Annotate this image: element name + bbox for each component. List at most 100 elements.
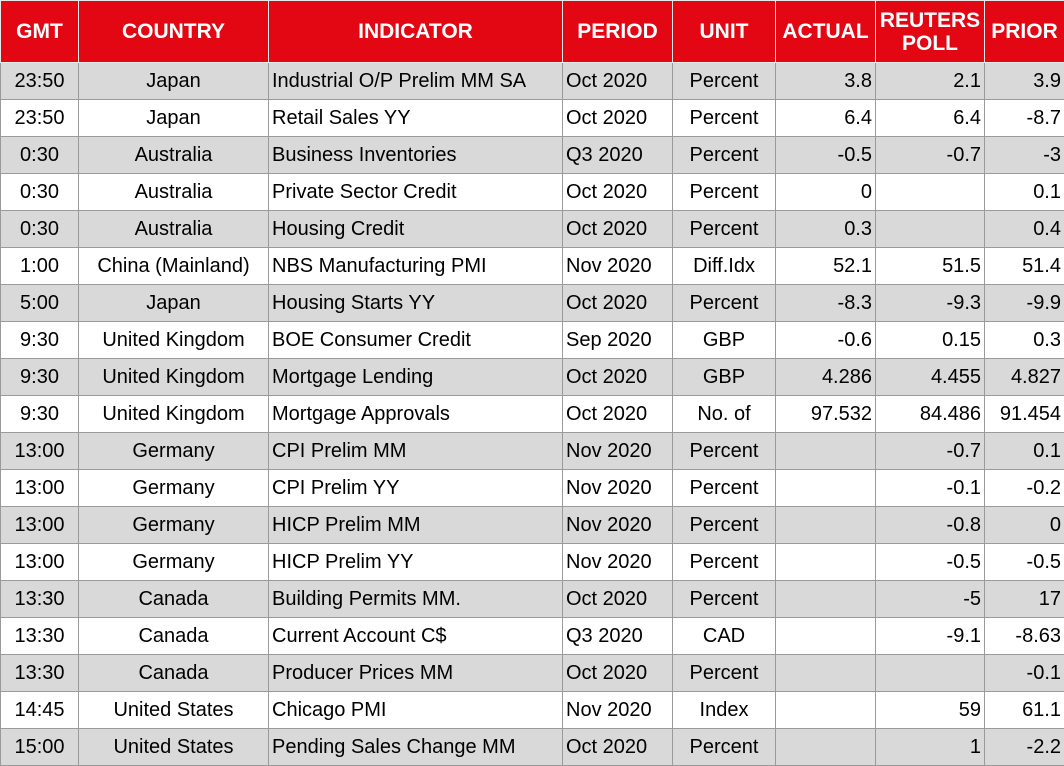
table-cell: Percent xyxy=(673,100,776,137)
table-cell: -0.6 xyxy=(776,322,876,359)
table-cell: GBP xyxy=(673,322,776,359)
table-cell: Sep 2020 xyxy=(563,322,673,359)
table-cell: -8.3 xyxy=(776,285,876,322)
table-cell: Current Account C$ xyxy=(269,618,563,655)
table-cell: 3.9 xyxy=(985,63,1064,100)
table-cell: -5 xyxy=(876,581,985,618)
column-header: UNIT xyxy=(673,1,776,63)
table-cell: Germany xyxy=(79,470,269,507)
table-cell: Australia xyxy=(79,137,269,174)
table-cell: 3.8 xyxy=(776,63,876,100)
table-cell: 0:30 xyxy=(1,174,79,211)
table-cell: Canada xyxy=(79,618,269,655)
table-cell xyxy=(776,729,876,766)
table-cell: 14:45 xyxy=(1,692,79,729)
column-header: COUNTRY xyxy=(79,1,269,63)
table-cell xyxy=(776,544,876,581)
table-cell: 9:30 xyxy=(1,359,79,396)
table-cell: 0.1 xyxy=(985,433,1064,470)
table-cell: Mortgage Approvals xyxy=(269,396,563,433)
table-cell: Percent xyxy=(673,174,776,211)
table-cell: Percent xyxy=(673,729,776,766)
table-cell: -0.5 xyxy=(985,544,1064,581)
table-cell: Percent xyxy=(673,137,776,174)
table-cell: 1:00 xyxy=(1,248,79,285)
table-cell: 91.454 xyxy=(985,396,1064,433)
table-cell: China (Mainland) xyxy=(79,248,269,285)
table-cell: 0.3 xyxy=(776,211,876,248)
table-cell: 5:00 xyxy=(1,285,79,322)
table-cell: 0:30 xyxy=(1,211,79,248)
table-cell xyxy=(776,655,876,692)
table-cell: 13:00 xyxy=(1,507,79,544)
table-cell: 0:30 xyxy=(1,137,79,174)
table-cell: Germany xyxy=(79,433,269,470)
column-header: PERIOD xyxy=(563,1,673,63)
table-cell: Australia xyxy=(79,174,269,211)
table-cell: Japan xyxy=(79,100,269,137)
table-cell: Australia xyxy=(79,211,269,248)
table-cell: Percent xyxy=(673,211,776,248)
table-cell: Nov 2020 xyxy=(563,470,673,507)
table-cell: 13:00 xyxy=(1,470,79,507)
table-cell: HICP Prelim MM xyxy=(269,507,563,544)
table-cell: -2.2 xyxy=(985,729,1064,766)
table-cell: -0.7 xyxy=(876,433,985,470)
table-cell: Oct 2020 xyxy=(563,581,673,618)
table-cell xyxy=(876,655,985,692)
table-cell: Housing Starts YY xyxy=(269,285,563,322)
table-cell: Oct 2020 xyxy=(563,396,673,433)
table-cell: 4.286 xyxy=(776,359,876,396)
table-cell: Oct 2020 xyxy=(563,285,673,322)
table-cell: Private Sector Credit xyxy=(269,174,563,211)
table-cell: Canada xyxy=(79,581,269,618)
table-cell: Oct 2020 xyxy=(563,63,673,100)
table-cell: 1 xyxy=(876,729,985,766)
table-cell: Percent xyxy=(673,581,776,618)
table-cell: -0.1 xyxy=(985,655,1064,692)
column-header: INDICATOR xyxy=(269,1,563,63)
table-cell: Percent xyxy=(673,470,776,507)
table-cell: 13:30 xyxy=(1,655,79,692)
table-cell: 13:30 xyxy=(1,618,79,655)
column-header: GMT xyxy=(1,1,79,63)
table-cell xyxy=(776,581,876,618)
table-cell: 61.1 xyxy=(985,692,1064,729)
table-cell: BOE Consumer Credit xyxy=(269,322,563,359)
table-cell: 17 xyxy=(985,581,1064,618)
table-cell: Retail Sales YY xyxy=(269,100,563,137)
table-cell: 0.1 xyxy=(985,174,1064,211)
table-cell: Percent xyxy=(673,655,776,692)
table-cell: Producer Prices MM xyxy=(269,655,563,692)
table-cell: 0.3 xyxy=(985,322,1064,359)
table-cell: 2.1 xyxy=(876,63,985,100)
table-cell xyxy=(876,174,985,211)
table-cell: Housing Credit xyxy=(269,211,563,248)
table-cell: 0.15 xyxy=(876,322,985,359)
table-cell: 9:30 xyxy=(1,322,79,359)
table-cell: 51.4 xyxy=(985,248,1064,285)
table-cell: Nov 2020 xyxy=(563,692,673,729)
table-cell: 0 xyxy=(776,174,876,211)
table-cell: United States xyxy=(79,729,269,766)
table-cell: Building Permits MM. xyxy=(269,581,563,618)
table-cell: -3 xyxy=(985,137,1064,174)
table-cell: -0.5 xyxy=(876,544,985,581)
table-cell: Japan xyxy=(79,285,269,322)
table-cell: 0.4 xyxy=(985,211,1064,248)
table-cell: Index xyxy=(673,692,776,729)
table-cell: 4.827 xyxy=(985,359,1064,396)
table-cell: -8.7 xyxy=(985,100,1064,137)
